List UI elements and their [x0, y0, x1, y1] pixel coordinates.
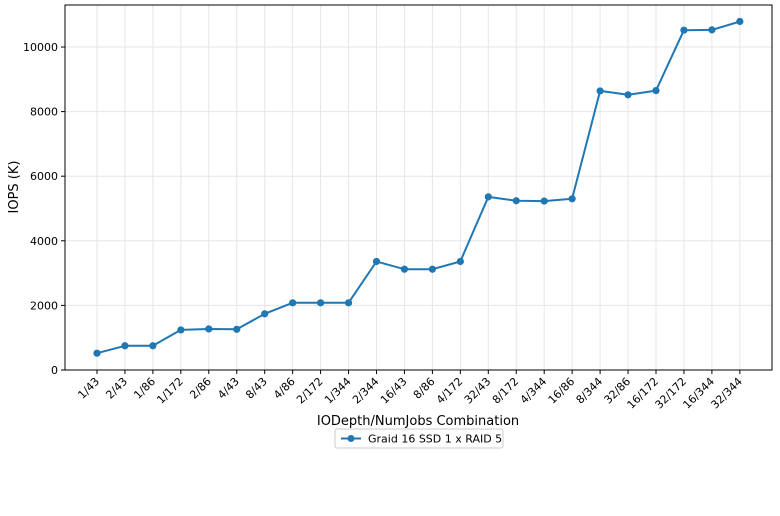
data-point [289, 299, 297, 307]
data-point [652, 86, 660, 95]
data-point [317, 299, 325, 307]
y-tick-label: 6000 [30, 170, 58, 183]
y-axis-label: IOPS (K) [7, 161, 22, 214]
data-point [233, 325, 241, 333]
legend-entry-label: Graid 16 SSD 1 x RAID 5 [368, 433, 502, 446]
x-tick-label: 2/86 [187, 375, 214, 402]
x-tick-label: 16/86 [546, 375, 578, 407]
data-point [372, 257, 381, 266]
plot-frame [64, 4, 773, 371]
data-point [93, 349, 101, 357]
y-tick-label: 8000 [30, 106, 58, 119]
x-tick-label: 2/344 [350, 375, 382, 407]
data-point [540, 197, 548, 205]
series-layer [93, 17, 744, 357]
data-point [624, 91, 632, 99]
data-point [428, 265, 436, 273]
x-tick-label: 16/43 [378, 375, 410, 407]
data-point [177, 326, 185, 334]
x-tick-label: 4/172 [434, 375, 466, 407]
data-point [736, 17, 744, 26]
data-point [708, 26, 716, 34]
x-tick-label: 1/43 [75, 375, 102, 402]
legend-box [334, 428, 504, 449]
x-tick-label: 8/344 [574, 375, 606, 407]
y-tick-label: 10000 [23, 41, 58, 54]
data-point [121, 342, 129, 350]
y-tick-label: 4000 [30, 235, 58, 248]
data-point [568, 195, 576, 203]
y-axis-ticks: 0 2000 4000 6000 8000 10000 [23, 41, 65, 377]
data-point [400, 265, 409, 273]
data-point [456, 257, 464, 266]
series-line [96, 20, 741, 355]
x-tick-label: 1/172 [154, 375, 186, 407]
legend: Graid 16 SSD 1 x RAID 5 [334, 428, 504, 449]
data-point [680, 26, 688, 34]
x-tick-label: 1/344 [322, 375, 354, 407]
x-tick-label: 32/344 [708, 375, 745, 412]
x-tick-label: 8/172 [490, 375, 522, 407]
y-tick-label: 2000 [30, 299, 58, 312]
data-point [512, 197, 520, 205]
x-tick-label: 32/43 [462, 375, 494, 407]
data-point [149, 342, 157, 350]
x-tick-label: 8/43 [243, 375, 270, 402]
x-axis-label: IODepth/NumJobs Combination [317, 414, 519, 429]
grid-lines [65, 5, 772, 371]
y-tick-label: 0 [51, 364, 58, 377]
x-tick-label: 4/344 [518, 375, 550, 407]
x-axis-ticks: 1/43 2/43 1/861/172 2/86 4/43 8/43 4/862/1721/… [75, 370, 745, 411]
legend-point-marker [347, 435, 355, 442]
data-point [484, 193, 492, 201]
data-point [596, 87, 604, 95]
data-point [205, 325, 213, 333]
data-point [261, 310, 269, 318]
x-tick-label: 2/172 [294, 375, 326, 407]
x-tick-label: 2/43 [103, 375, 130, 402]
data-point [344, 299, 353, 307]
x-tick-label: 4/43 [215, 375, 242, 402]
